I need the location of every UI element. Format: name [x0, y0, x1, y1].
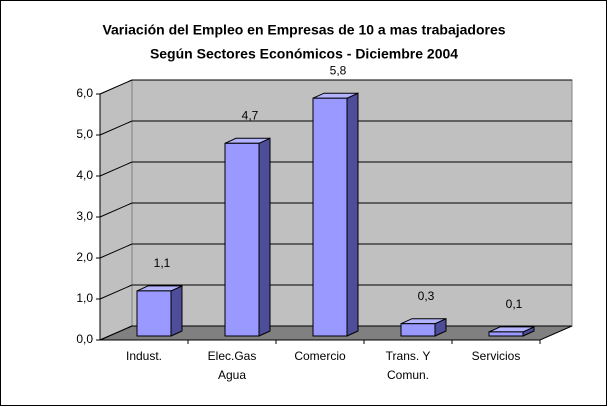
- grid-line-side: [99, 243, 133, 259]
- y-tick-label: 5,0: [76, 127, 93, 141]
- bar: [136, 290, 172, 337]
- y-tick-label: 0,0: [76, 332, 93, 346]
- chart-title: Variación del Empleo en Empresas de 10 a…: [102, 22, 505, 38]
- bar: [224, 142, 260, 337]
- bar-side: [346, 92, 359, 337]
- value-label: 5,8: [330, 63, 347, 77]
- y-tick-label: 4,0: [76, 168, 93, 182]
- grid-line-side: [99, 284, 133, 300]
- y-tick-label: 6,0: [76, 86, 93, 100]
- x-tick-label: Agua: [218, 368, 246, 382]
- y-tick-label: 2,0: [76, 250, 93, 264]
- bar: [312, 97, 348, 337]
- x-tick-label: Servicios: [472, 349, 521, 363]
- value-label: 0,1: [506, 297, 523, 311]
- chart-title: Según Sectores Económicos - Diciembre 20…: [150, 46, 458, 62]
- grid-line-side: [99, 202, 133, 218]
- x-tick-label: Comercio: [294, 349, 346, 363]
- bar: [488, 331, 524, 337]
- bar-side: [258, 137, 271, 337]
- bar: [400, 323, 436, 337]
- grid-line-side: [99, 161, 133, 177]
- value-label: 0,3: [418, 289, 435, 303]
- grid-line-side: [99, 79, 133, 95]
- value-label: 1,1: [154, 256, 171, 270]
- grid-line-side: [99, 120, 133, 136]
- value-label: 4,7: [242, 108, 259, 122]
- x-tick-label: Indust.: [126, 349, 162, 363]
- x-tick-label: Elec.Gas: [208, 349, 257, 363]
- bar-side: [170, 285, 183, 337]
- grid-line-side: [99, 325, 133, 341]
- y-tick-label: 3,0: [76, 209, 93, 223]
- x-tick-label: Comun.: [387, 368, 429, 382]
- x-tick-label: Trans. Y: [386, 349, 431, 363]
- y-tick-label: 1,0: [76, 291, 93, 305]
